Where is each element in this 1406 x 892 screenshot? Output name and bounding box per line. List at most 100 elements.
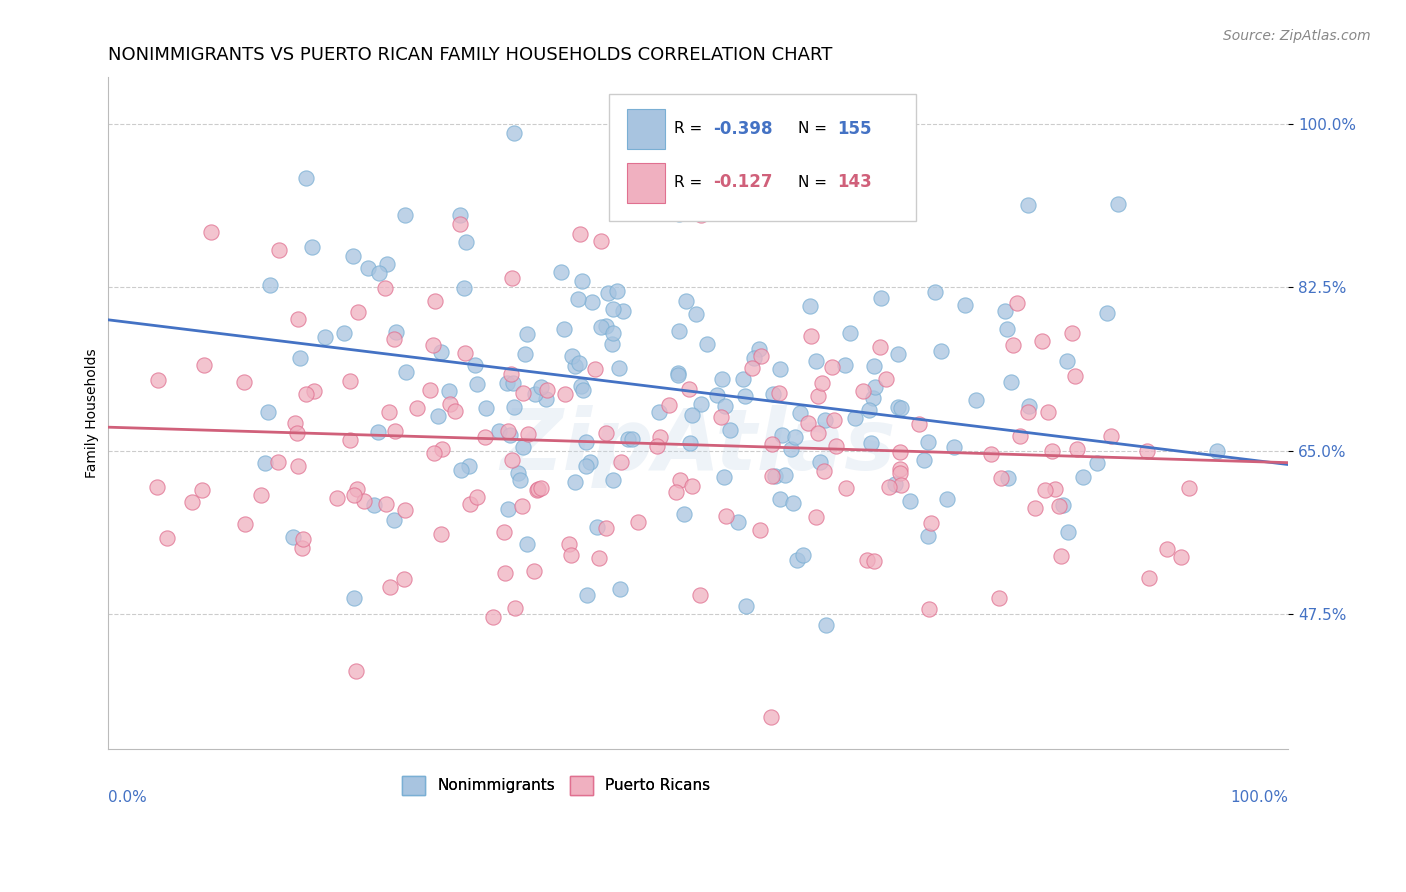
Point [668,206,690,220]
Point [377,405,399,419]
Point [249,488,271,502]
Point [395,365,418,379]
Point [742,351,765,365]
Point [510,499,533,513]
Point [1017,404,1039,418]
Point [292,532,315,546]
Point [887,347,910,361]
Point [761,468,783,483]
Point [1040,443,1063,458]
Point [759,710,782,724]
Point [578,454,600,468]
Point [439,384,461,399]
Point [382,513,405,527]
Point [553,322,575,336]
Point [807,389,830,403]
Point [779,442,801,456]
Point [609,582,631,596]
Point [287,311,309,326]
Point [253,456,276,470]
Point [869,340,891,354]
Point [811,376,834,390]
Point [443,404,465,418]
Point [595,426,617,441]
Point [1033,483,1056,497]
Point [344,664,367,678]
Point [668,324,690,338]
Point [990,471,1012,485]
Point [422,337,444,351]
Point [602,326,624,340]
Point [658,398,681,412]
Point [589,234,612,248]
Point [858,403,880,417]
Point [749,523,772,537]
Point [783,430,806,444]
Point [980,447,1002,461]
Point [422,446,444,460]
Point [501,367,523,381]
Point [281,530,304,544]
Point [877,480,900,494]
Point [799,299,821,313]
Point [181,495,204,509]
Point [887,401,910,415]
Point [1052,498,1074,512]
Point [481,610,503,624]
Point [690,397,713,411]
Point [889,445,911,459]
Point [339,375,361,389]
Point [267,244,290,258]
Point [494,524,516,539]
Point [394,208,416,222]
Point [193,358,215,372]
Point [496,502,519,516]
Point [526,483,548,497]
Point [191,483,214,498]
Point [602,301,624,316]
Point [988,591,1011,605]
Point [1038,405,1060,419]
Point [681,408,703,422]
Point [924,285,946,299]
Point [516,536,538,550]
Point [503,126,526,140]
Point [509,474,531,488]
Point [875,372,897,386]
Point [804,354,827,368]
Point [496,424,519,438]
Point [953,298,976,312]
Point [714,399,737,413]
Point [862,391,884,405]
Point [453,281,475,295]
Point [357,261,380,276]
Point [769,491,792,506]
Point [852,384,875,398]
Point [713,470,735,484]
Point [346,483,368,497]
Point [1085,456,1108,470]
Point [367,425,389,439]
Point [870,291,893,305]
Point [146,480,169,494]
Point [502,376,524,391]
Point [506,467,529,481]
Point [1205,444,1227,458]
Point [889,467,911,481]
Point [259,277,281,292]
Point [295,170,318,185]
Point [689,588,711,602]
Point [1010,429,1032,443]
Point [314,330,336,344]
Point [890,478,912,492]
Point [844,411,866,425]
Point [890,401,912,415]
Point [575,459,598,474]
Point [1170,549,1192,564]
Point [1137,571,1160,585]
Point [454,345,477,359]
Point [965,392,987,407]
Point [675,123,697,137]
Point [527,483,550,497]
Point [1099,429,1122,443]
